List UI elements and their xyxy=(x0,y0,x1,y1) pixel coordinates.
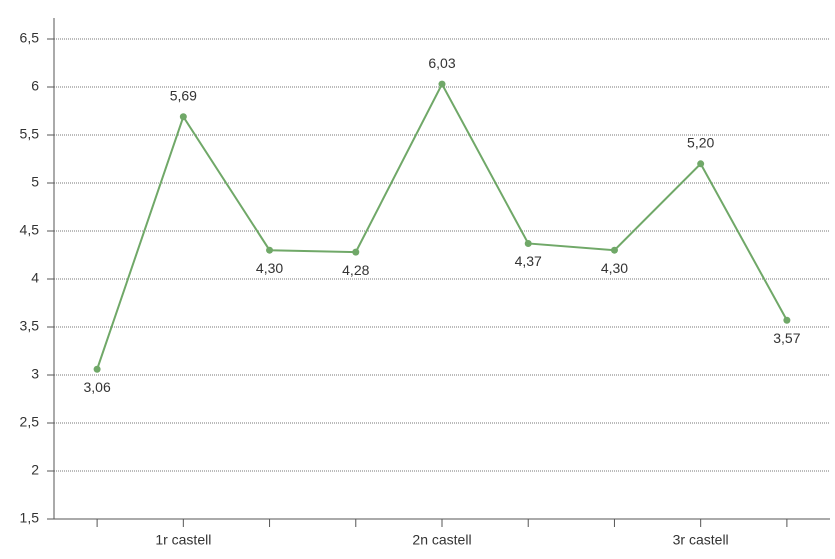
data-point xyxy=(610,246,618,254)
value-label: 6,03 xyxy=(428,55,455,71)
y-tick-label: 4 xyxy=(31,270,39,286)
y-tick-label: 5,5 xyxy=(20,126,40,142)
value-label: 4,37 xyxy=(515,253,542,269)
value-label: 4,30 xyxy=(256,260,283,276)
data-line xyxy=(96,81,788,370)
data-point xyxy=(266,246,274,254)
value-label: 5,20 xyxy=(687,135,714,151)
y-tick-label: 6 xyxy=(31,78,39,94)
y-tick-label: 2 xyxy=(31,462,39,478)
value-label: 5,69 xyxy=(170,87,197,103)
data-point xyxy=(352,248,360,256)
value-label: 4,28 xyxy=(342,262,369,278)
value-label: 4,30 xyxy=(601,260,628,276)
data-point xyxy=(524,239,532,247)
x-tick-label: 3r castell xyxy=(673,532,729,548)
data-point xyxy=(697,160,705,168)
y-tick-label: 6,5 xyxy=(20,30,40,46)
y-tick-label: 3 xyxy=(31,366,39,382)
y-tick-label: 5 xyxy=(31,174,39,190)
value-label: 3,57 xyxy=(773,330,800,346)
x-tick-label: 2n castell xyxy=(412,532,471,548)
data-point xyxy=(783,316,791,324)
data-point xyxy=(179,113,187,121)
x-tick-label: 1r castell xyxy=(155,532,211,548)
y-tick-label: 1,5 xyxy=(20,510,40,526)
y-tick-label: 3,5 xyxy=(20,318,40,334)
y-tick-label: 2,5 xyxy=(20,414,40,430)
data-point xyxy=(438,80,446,88)
data-point xyxy=(93,365,101,373)
y-tick-label: 4,5 xyxy=(20,222,40,238)
value-label: 3,06 xyxy=(83,379,110,395)
